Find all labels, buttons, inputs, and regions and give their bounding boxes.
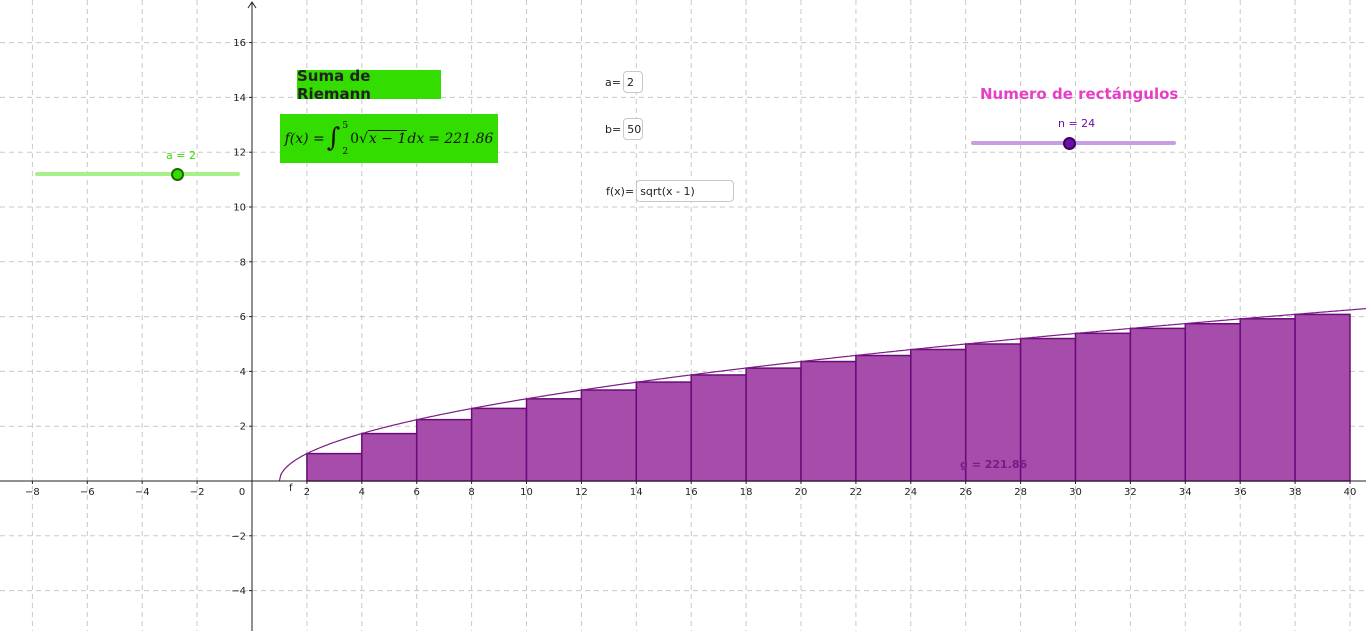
x-tick-label: 14 [630,487,643,498]
riemann-rect [470,407,528,482]
function-curve [278,308,1366,482]
input-b-field[interactable]: 50 [623,118,644,140]
formula-coef: 0 [350,130,359,147]
y-tick-label: 2 [240,422,246,433]
x-tick-label: 2 [304,487,310,498]
x-tick-label: 30 [1069,487,1082,498]
sqrt-sign: √ [359,130,368,147]
riemann-rect [855,354,912,482]
function-label: f [289,483,293,494]
x-tick-label: 4 [359,487,365,498]
riemann-rect [1294,313,1351,482]
x-tick-label: 34 [1179,487,1192,498]
x-tick-label: 36 [1234,487,1247,498]
input-b: b= 50 [605,118,644,140]
input-b-label: b= [605,122,622,136]
slider-n-label: n = 24 [1058,117,1096,130]
riemann-rect [964,343,1022,482]
input-function-field[interactable]: sqrt(x - 1) [636,180,735,202]
y-tick-label: 8 [240,257,246,268]
y-tick-label: 12 [233,148,246,159]
integral-sign: ∫ [326,122,341,153]
riemann-rect [1129,327,1187,482]
upper-limit: 5 [342,120,349,131]
riemann-rect [910,348,967,482]
riemann-rectangles [306,313,1351,482]
y-tick-label: 14 [233,93,246,104]
riemann-rect [1074,332,1132,482]
lower-limit: 2 [342,146,349,157]
slider-a-track[interactable] [35,172,240,176]
x-tick-label: 16 [685,487,698,498]
x-tick-label: 32 [1124,487,1137,498]
x-tick-label: 20 [795,487,808,498]
riemann-rect [800,360,857,482]
x-tick-label: 6 [414,487,420,498]
x-tick-label: 18 [740,487,753,498]
slider-n-handle[interactable] [1063,137,1076,150]
y-tick-label: 4 [240,367,246,378]
riemann-rect [415,418,473,482]
riemann-rect [1019,337,1077,482]
rectangles-heading: Numero de rectángulos [980,85,1179,103]
riemann-rect [580,389,638,482]
input-a-label: a= [605,75,621,89]
x-tick-label: 38 [1289,487,1302,498]
x-tick-label: 40 [1344,487,1357,498]
formula-radicand: x − 1 [367,130,408,147]
riemann-rect [306,452,363,482]
x-tick-label: 24 [904,487,917,498]
riemann-rect [745,367,802,482]
y-tick-label: 6 [240,312,246,323]
y-axis-arrow [247,1,257,9]
riemann-rect [361,432,418,482]
integral-limits: 5 2 [342,121,348,157]
x-tick-label: −4 [135,487,150,498]
x-tick-label: −6 [80,487,95,498]
x-tick-label: 8 [468,487,474,498]
riemann-rect [690,374,747,482]
y-tick-label: −4 [231,586,246,597]
x-tick-label: 10 [520,487,533,498]
riemann-rect [1239,318,1296,482]
slider-a-label: a = 2 [166,149,196,162]
input-a: a= 2 [605,71,643,93]
x-tick-label: 26 [959,487,972,498]
y-tick-label: −2 [231,531,246,542]
x-tick-label: 28 [1014,487,1027,498]
riemann-rect [1184,322,1241,482]
x-tick-label: −8 [25,487,40,498]
sum-label: g = 221.86 [960,458,1028,471]
riemann-title: Suma de Riemann [297,67,441,103]
y-tick-label: 10 [233,203,246,214]
formula-lhs: f(x) = [284,130,325,147]
x-tick-label: −2 [190,487,205,498]
x-tick-label: 12 [575,487,588,498]
formula-rhs: = 221.86 [428,130,494,147]
riemann-rect [525,398,583,482]
y-tick-labels: −4 −2 2 4 6 8 10 12 14 16 [231,38,246,597]
x-tick-label: 0 [239,487,245,498]
input-a-field[interactable]: 2 [622,71,643,93]
y-tick-label: 16 [233,38,246,49]
x-tick-labels: −8 −6 −4 −2 0 2 4 6 8 10 12 14 16 18 20 22 24 26 28 30 32 34 3… [25,487,1356,498]
formula-dx: dx [407,130,425,147]
riemann-rect [635,381,692,482]
input-function-label: f(x)= [606,184,635,198]
input-function: f(x)= sqrt(x - 1) [606,180,735,202]
x-tick-label: 22 [850,487,863,498]
slider-a-handle[interactable] [171,168,184,181]
integral-formula: f(x) = ∫ 5 2 0 √ x − 1 dx = 221.86 [280,114,498,163]
